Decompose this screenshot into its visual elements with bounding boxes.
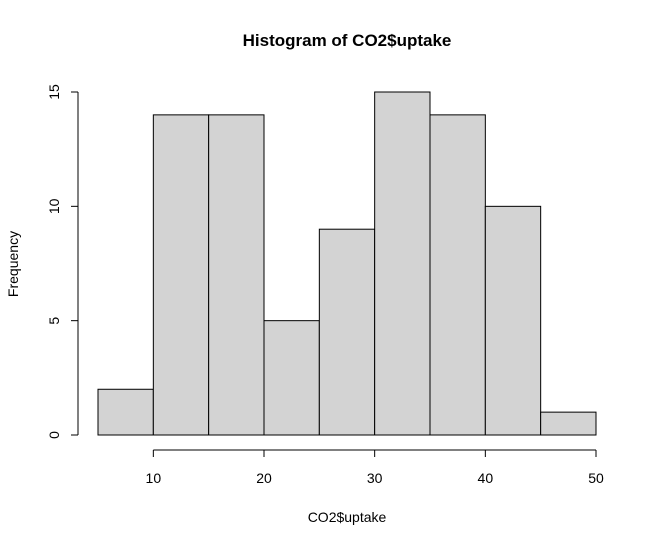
y-axis-label: Frequency	[5, 231, 21, 297]
chart-title: Histogram of CO2$uptake	[243, 31, 452, 50]
x-axis: 10 20 30 40 50	[146, 449, 604, 486]
y-axis: 0 5 10 15	[46, 84, 79, 439]
histogram-bar-1	[152, 114, 210, 436]
histogram-bar-2	[208, 114, 265, 436]
x-tick-label: 10	[146, 470, 162, 486]
y-tick-label: 15	[46, 84, 62, 100]
y-tick-label: 0	[46, 431, 62, 439]
bars-group	[97, 91, 597, 436]
histogram-bar-4	[318, 228, 376, 436]
histogram-bar-6	[429, 114, 486, 436]
x-axis-label: CO2$uptake	[308, 509, 387, 525]
histogram-bar-3	[263, 320, 320, 436]
histogram-bar-8	[540, 411, 597, 436]
histogram-bar-5	[374, 91, 431, 436]
x-tick-label: 30	[367, 470, 383, 486]
histogram-bar-0	[97, 388, 154, 436]
y-tick-label: 5	[46, 317, 62, 325]
y-tick-label: 10	[46, 198, 62, 214]
histogram-bar-7	[484, 205, 542, 436]
x-tick-label: 20	[256, 470, 272, 486]
x-tick-label: 50	[588, 470, 604, 486]
x-tick-label: 40	[478, 470, 494, 486]
